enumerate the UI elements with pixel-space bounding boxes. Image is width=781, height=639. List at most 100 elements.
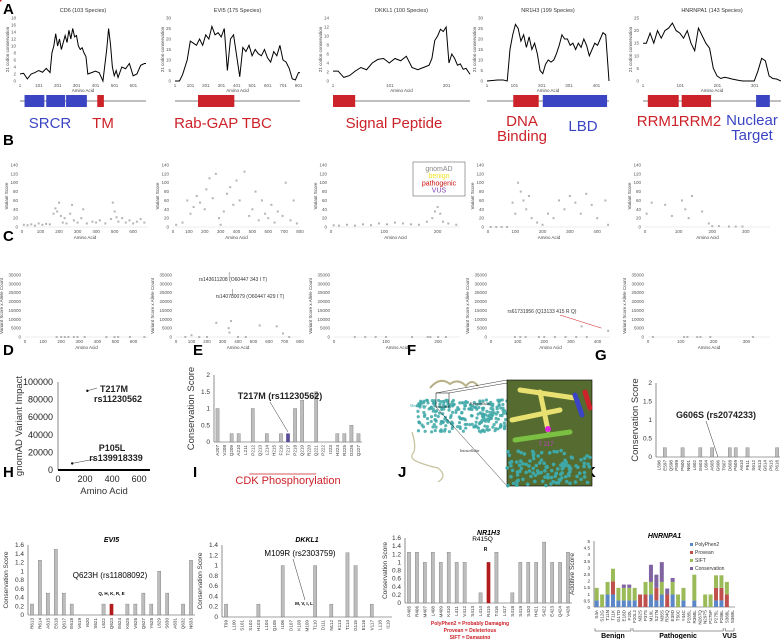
category-label: E39D [670, 609, 675, 621]
x-tick-label: 300 [76, 339, 84, 344]
gnomad-point [82, 208, 84, 210]
lipid-atom [531, 450, 535, 454]
gnomad-point [506, 226, 508, 228]
lipid-atom [416, 410, 419, 413]
lipid-atom [417, 429, 420, 432]
intracellular-tail [412, 432, 443, 482]
legend-entry: pathogenic [422, 180, 457, 187]
chart-g: 00.511.52Conservation ScoreL596 E597 Q598 P… [630, 378, 780, 471]
category-label: E597 [662, 460, 667, 471]
gnomad-point [220, 224, 222, 226]
category-label: D107 [288, 620, 293, 631]
lipid-atom [464, 427, 467, 430]
lipid-atom [489, 407, 492, 410]
lipid-atom [503, 421, 506, 424]
lipid-atom [588, 456, 592, 460]
gnomad-point [264, 213, 266, 215]
gnomad-point [411, 336, 413, 338]
y-axis-label: Additive Score [569, 553, 576, 595]
y-tick-label: 140 [161, 163, 169, 168]
category-label: L622 [101, 618, 106, 629]
category-label: H421 [534, 606, 539, 617]
lipid-atom [444, 424, 447, 427]
bar [230, 434, 233, 442]
y-tick-label: 35000 [317, 273, 330, 278]
annotation-leader [293, 559, 305, 600]
lipid-atom [550, 469, 554, 473]
x-tick-label: 200 [203, 339, 211, 344]
x-tick-label: 1 [486, 83, 489, 88]
lipid-atom [570, 456, 574, 460]
gnomad-point [346, 224, 348, 226]
lipid-atom [496, 427, 499, 430]
category-label: V626 [133, 618, 138, 629]
stacked-bar-segment [649, 565, 653, 582]
chart-title: NR1H3 (199 Species) [521, 8, 575, 14]
y-tick-label: 60 [636, 198, 642, 203]
lipid-atom [579, 458, 583, 462]
annotation-label: T217M (rs11230562) [238, 391, 323, 401]
lipid-atom [501, 403, 504, 406]
x-tick-label: 0 [172, 229, 175, 234]
lipid-atom [450, 414, 453, 417]
bar [558, 562, 561, 603]
category-label: H215 [271, 445, 276, 456]
y-tick-label: 60 [322, 198, 328, 203]
gnomad-point [684, 208, 686, 210]
gnomad-point [296, 222, 298, 224]
gnomad-point [385, 336, 387, 338]
gnomad-point [186, 199, 188, 201]
gnomad-point [418, 224, 420, 226]
gnomad-point [267, 217, 269, 219]
gnomad-point [565, 336, 567, 338]
category-label: E116 [361, 620, 366, 631]
stacked-bar-segment [714, 588, 718, 601]
domain-box [648, 95, 679, 107]
gnomad-point [136, 221, 138, 223]
gnomad-point [604, 199, 606, 201]
gnomad-point [410, 223, 412, 225]
lipid-atom [505, 466, 509, 470]
lipid-atom [568, 470, 572, 474]
lipid-atom [541, 480, 545, 484]
y-tick-label: 20 [322, 216, 328, 221]
lipid-atom [516, 470, 520, 474]
y-tick-label: 30000 [317, 281, 330, 286]
stacked-bar-segment [595, 600, 599, 607]
x-axis-label: Amino Acid [74, 235, 97, 240]
stacked-bar-segment [622, 585, 626, 588]
gnomad-point [77, 222, 79, 224]
lipid-atom [465, 423, 468, 426]
category-label: R220 [307, 445, 312, 456]
group-label: Pathogenic [659, 633, 697, 639]
lipid-atom [440, 408, 443, 411]
gnomad-point [699, 336, 701, 338]
category-label: S419 [518, 606, 523, 617]
lipid-atom [461, 401, 464, 404]
stacked-bar-segment [644, 594, 648, 607]
prediction-text: PolyPhen2 = Probably Damaging [431, 621, 509, 627]
x-tick-label: 600 [132, 474, 147, 484]
category-label: L408 [430, 606, 435, 617]
gnomad-point [569, 195, 571, 197]
y-tick-label: 1 [20, 568, 24, 575]
lipid-atom [556, 467, 560, 471]
category-label: N633 [189, 618, 194, 629]
gnomad-point [664, 204, 666, 206]
category-label: V208 [222, 445, 227, 456]
category-label: L100 [232, 620, 237, 631]
lipid-atom [568, 482, 572, 486]
x-tick-label: 101 [187, 83, 195, 88]
stacked-bar-segment [671, 582, 675, 595]
gnomad-point [525, 336, 527, 338]
x-tick-label: 601 [130, 83, 138, 88]
stacked-bar-segment [627, 585, 631, 588]
category-label: S101 [240, 620, 245, 631]
gnomad-point [212, 197, 214, 199]
y-tick-label: 40000 [28, 430, 53, 440]
x-tick-label: 101 [35, 83, 43, 88]
y-tick-label: 8 [13, 51, 16, 56]
category-label: A207 [215, 445, 220, 456]
category-label: R614 [37, 618, 42, 629]
lipid-atom [463, 417, 466, 420]
